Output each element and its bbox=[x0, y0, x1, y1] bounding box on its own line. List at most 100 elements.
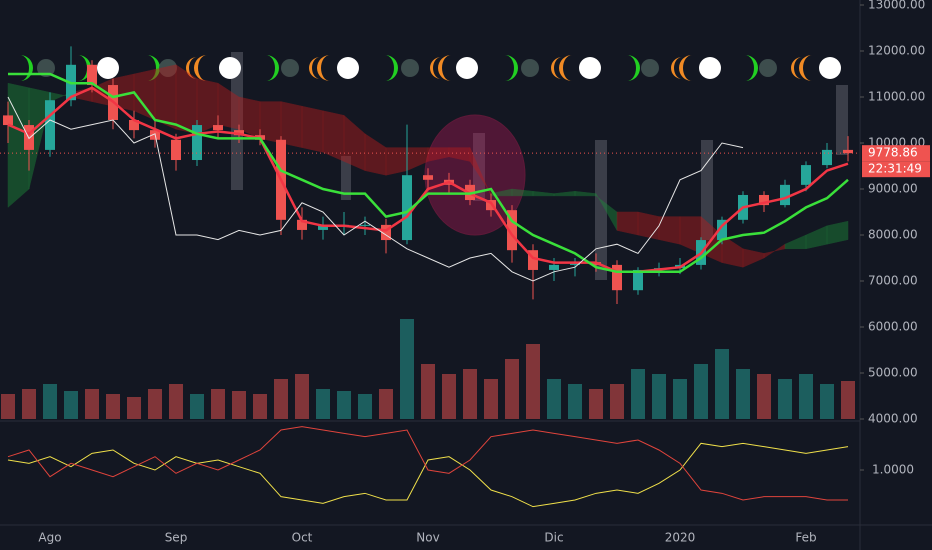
countdown-box bbox=[862, 161, 930, 178]
moon-crescent bbox=[186, 57, 197, 79]
volume-bar bbox=[106, 394, 120, 419]
moon-crescent bbox=[147, 55, 160, 81]
moon-crescent bbox=[317, 55, 330, 81]
volume-bar bbox=[274, 379, 288, 419]
volume-bar bbox=[253, 394, 267, 419]
oscillator-line bbox=[7, 442, 849, 508]
volume-bar bbox=[589, 389, 603, 419]
moon-full bbox=[219, 57, 241, 79]
volume-bar bbox=[841, 381, 855, 419]
moon-new bbox=[401, 59, 419, 77]
volume-bar bbox=[757, 374, 771, 419]
cloud-segment bbox=[763, 243, 786, 259]
candle-body bbox=[213, 125, 223, 131]
y-tick-label: 8000.00 bbox=[868, 228, 918, 242]
candle-body bbox=[381, 224, 391, 241]
cloud-segment bbox=[742, 248, 765, 268]
moon-full bbox=[337, 57, 359, 79]
moon-new bbox=[641, 59, 659, 77]
volume-bar bbox=[43, 384, 57, 419]
volume-bar bbox=[400, 319, 414, 419]
y-tick-label: 9000.00 bbox=[868, 182, 918, 196]
candle-body bbox=[87, 64, 97, 86]
x-tick-label: Nov bbox=[416, 531, 439, 545]
volume-bar bbox=[421, 364, 435, 419]
moon-crescent bbox=[679, 55, 692, 81]
volume-bar bbox=[64, 391, 78, 419]
candle-body bbox=[171, 139, 181, 161]
candle-body bbox=[717, 219, 727, 241]
moon-crescent bbox=[194, 55, 207, 81]
candle-body bbox=[780, 184, 790, 206]
candle-body bbox=[612, 264, 622, 291]
cloud-segment bbox=[385, 147, 408, 176]
cloud-segment bbox=[658, 216, 681, 245]
moon-crescent bbox=[745, 55, 758, 81]
candle-body bbox=[549, 264, 559, 270]
candle-body bbox=[822, 149, 832, 166]
cloud-segment bbox=[511, 188, 534, 197]
x-tick-label: 2020 bbox=[665, 531, 696, 545]
candle-body bbox=[507, 210, 517, 251]
cloud-segment bbox=[364, 133, 387, 176]
highlight-bar bbox=[701, 140, 713, 240]
volume-bar bbox=[85, 389, 99, 419]
y-tick-label: 7000.00 bbox=[868, 274, 918, 288]
volume-bar bbox=[820, 384, 834, 419]
last-price-box bbox=[862, 145, 930, 162]
x-tick-label: Dic bbox=[544, 531, 563, 545]
cloud-segment bbox=[154, 64, 177, 130]
cloud-segment bbox=[301, 105, 324, 153]
cloud-segment bbox=[448, 147, 471, 162]
cloud-segment bbox=[784, 234, 807, 250]
candle-body bbox=[486, 200, 496, 211]
candle-body bbox=[360, 224, 370, 226]
candle-body bbox=[297, 219, 307, 230]
volume-bar bbox=[379, 389, 393, 419]
x-tick-label: Ago bbox=[38, 531, 61, 545]
cloud-segment bbox=[175, 64, 198, 135]
cloud-segment bbox=[805, 225, 828, 250]
moon-crescent bbox=[551, 57, 562, 79]
moon-full bbox=[699, 57, 721, 79]
highlight-bar bbox=[231, 52, 243, 190]
last-price-label: 9778.86 bbox=[868, 146, 918, 160]
moon-crescent bbox=[309, 57, 320, 79]
candle-body bbox=[192, 125, 202, 161]
volume-bar bbox=[526, 344, 540, 419]
volume-bar bbox=[358, 394, 372, 419]
indicator-line bbox=[7, 86, 849, 274]
x-tick-label: Oct bbox=[292, 531, 313, 545]
cloud-segment bbox=[595, 192, 618, 232]
volume-bar bbox=[736, 369, 750, 419]
moon-crescent bbox=[505, 55, 518, 81]
indicator-line bbox=[7, 96, 744, 282]
moon-full bbox=[819, 57, 841, 79]
moon-crescent bbox=[438, 55, 451, 81]
moon-new bbox=[37, 59, 55, 77]
volume-bar bbox=[568, 384, 582, 419]
cloud-segment bbox=[7, 82, 30, 208]
volume-bar bbox=[22, 389, 36, 419]
y-tick-label: 12000.00 bbox=[868, 44, 925, 58]
volume-bar bbox=[1, 394, 15, 419]
highlight-bar bbox=[595, 140, 607, 280]
cloud-segment bbox=[826, 220, 849, 245]
cloud-segment bbox=[133, 69, 156, 121]
cloud-segment bbox=[322, 110, 345, 162]
volume-bar bbox=[190, 394, 204, 419]
y-tick-label: 1.0000 bbox=[872, 463, 914, 477]
y-tick-label: 4000.00 bbox=[868, 412, 918, 426]
moon-crescent bbox=[385, 55, 398, 81]
cloud-segment bbox=[427, 147, 450, 162]
volume-bar bbox=[484, 379, 498, 419]
moon-full bbox=[579, 57, 601, 79]
cloud-segment bbox=[616, 211, 639, 236]
candle-body bbox=[129, 120, 139, 131]
cloud-segment bbox=[637, 211, 660, 240]
cloud-segment bbox=[679, 216, 702, 254]
moon-crescent bbox=[671, 57, 682, 79]
moon-crescent bbox=[430, 57, 441, 79]
moon-crescent bbox=[791, 57, 802, 79]
